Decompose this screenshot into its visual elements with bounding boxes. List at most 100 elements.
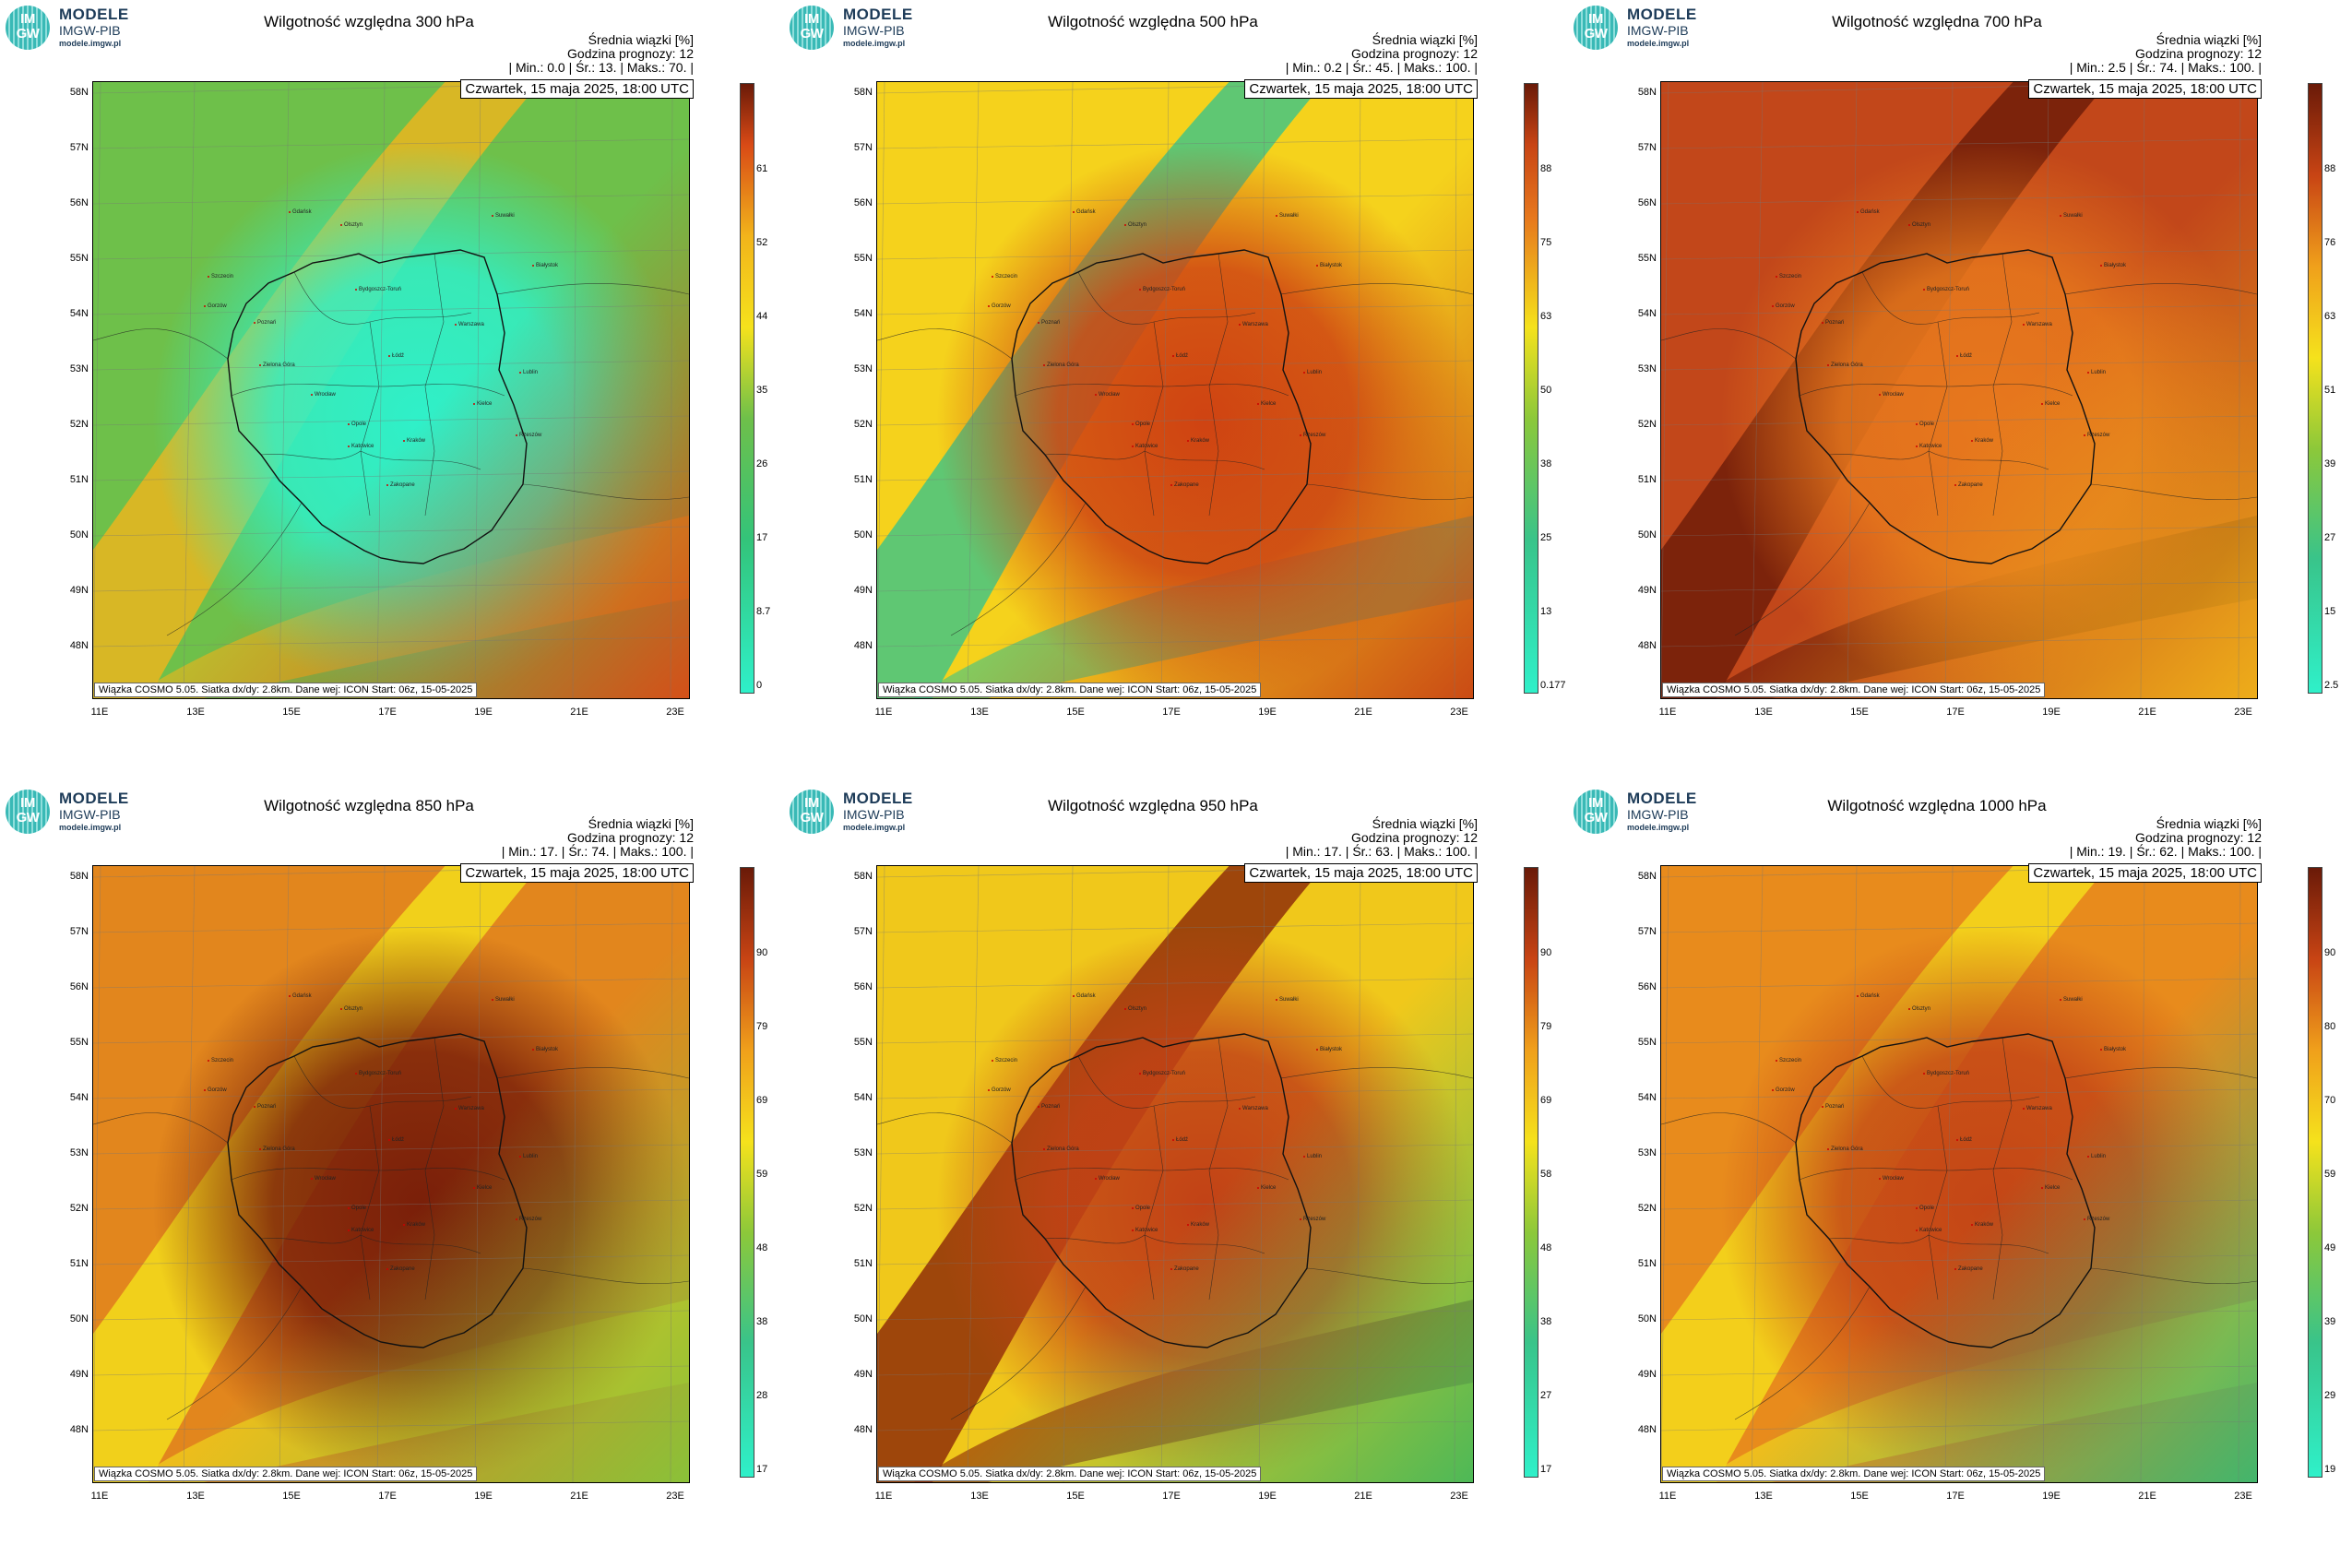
city-label: Łódź xyxy=(387,353,405,359)
city-label: Suwałki xyxy=(1276,213,1299,219)
lat-tick: 52N xyxy=(1637,1203,1657,1214)
lat-tick: 51N xyxy=(69,1258,89,1269)
city-label: Katowice xyxy=(347,444,374,449)
imgw-logo-icon xyxy=(790,790,834,834)
city-label: Katowice xyxy=(1131,1228,1158,1233)
lon-tick: 23E xyxy=(666,1491,684,1502)
city-label: Kraków xyxy=(1186,1222,1210,1228)
imgw-logo: IM GW MODELE IMGW-PIB modele.imgw.pl xyxy=(6,790,153,837)
colorbar-tick: 63 xyxy=(2324,311,2336,322)
lon-tick: 13E xyxy=(186,707,205,718)
city-label: Olsztyn xyxy=(1123,222,1147,228)
poland-border xyxy=(227,249,528,564)
city-label: Lublin xyxy=(2086,370,2107,375)
map-canvas xyxy=(93,866,689,1482)
forecast-date: Czwartek, 15 maja 2025, 18:00 UTC xyxy=(1244,79,1478,99)
city-label: Kielce xyxy=(1256,401,1277,407)
city-label: Katowice xyxy=(1915,1228,1942,1233)
lat-tick: 55N xyxy=(1637,1037,1657,1048)
city-label: Kraków xyxy=(402,438,426,444)
forecast-panel-6: IM GW MODELE IMGW-PIB modele.imgw.pl Wilg… xyxy=(1568,784,2352,1568)
city-label: Białystok xyxy=(531,1047,559,1052)
stat-average-label: Średnia wiązki [%] xyxy=(2156,816,2262,831)
lat-tick: 52N xyxy=(69,419,89,430)
city-label: Olsztyn xyxy=(1907,222,1931,228)
model-footer: Wiązka COSMO 5.05. Siatka dx/dy: 2.8km. … xyxy=(94,1467,478,1481)
lon-tick: 11E xyxy=(874,707,893,718)
colorbar-tick: 26 xyxy=(756,458,768,469)
colorbar-tick: 59 xyxy=(2324,1169,2336,1180)
city-label: Warszawa xyxy=(455,322,484,327)
lat-tick: 55N xyxy=(853,253,873,264)
city-label: Wrocław xyxy=(1879,392,1904,398)
stat-average-label: Średnia wiązki [%] xyxy=(588,816,694,831)
humidity-map: Gdańsk Olsztyn Suwałki Szczecin Białystok Byd… xyxy=(1660,81,2258,699)
colorbar-tick: 19 xyxy=(2324,1464,2336,1475)
logo-letters-bottom: GW xyxy=(800,26,824,42)
model-footer: Wiązka COSMO 5.05. Siatka dx/dy: 2.8km. … xyxy=(878,1467,1262,1481)
lon-tick: 15E xyxy=(282,1491,301,1502)
stat-min-mean-max: | Min.: 2.5 | Śr.: 74. | Maks.: 100. | xyxy=(2069,60,2262,75)
lon-tick: 17E xyxy=(378,707,397,718)
city-label: Bydgoszcz-Toruń xyxy=(354,1071,402,1076)
city-label: Bydgoszcz-Toruń xyxy=(1138,1071,1186,1076)
city-label: Olsztyn xyxy=(1123,1006,1147,1012)
lon-tick: 23E xyxy=(666,707,684,718)
colorbar xyxy=(1524,867,1538,1478)
lon-tick: 15E xyxy=(1850,1491,1869,1502)
lon-tick: 19E xyxy=(474,707,493,718)
colorbar-tick: 13 xyxy=(1540,606,1552,617)
city-label: Rzeszów xyxy=(1299,1217,1326,1222)
region-borders xyxy=(1661,253,2257,636)
stat-min-mean-max: | Min.: 19. | Śr.: 62. | Maks.: 100. | xyxy=(2069,844,2262,859)
city-label: Łódź xyxy=(1171,353,1189,359)
lat-tick: 58N xyxy=(853,87,873,98)
lat-tick: 52N xyxy=(69,1203,89,1214)
model-footer: Wiązka COSMO 5.05. Siatka dx/dy: 2.8km. … xyxy=(878,683,1262,697)
lat-tick: 55N xyxy=(69,1037,89,1048)
city-label: Poznań xyxy=(253,1104,277,1110)
colorbar-tick: 38 xyxy=(1540,1316,1552,1327)
stats-block: Średnia wiązki [%] Godzina prognozy: 12 … xyxy=(508,33,694,75)
city-label: Zakopane xyxy=(386,1266,415,1272)
logo-org: IMGW-PIB xyxy=(843,23,905,38)
imgw-logo-icon xyxy=(6,6,50,50)
logo-url: modele.imgw.pl xyxy=(59,39,122,48)
lat-tick: 53N xyxy=(1637,1147,1657,1158)
lat-tick: 56N xyxy=(1637,197,1657,208)
logo-org: IMGW-PIB xyxy=(843,807,905,822)
lat-tick: 54N xyxy=(1637,308,1657,319)
colorbar-tick: 17 xyxy=(1540,1464,1552,1475)
lon-tick: 21E xyxy=(1354,707,1372,718)
colorbar-tick: 52 xyxy=(756,237,768,248)
city-label: Gorzów xyxy=(988,303,1011,309)
map-canvas xyxy=(93,82,689,698)
city-label: Warszawa xyxy=(2023,1106,2052,1111)
colorbar xyxy=(2308,867,2322,1478)
city-label: Opole xyxy=(347,422,367,427)
lon-tick: 17E xyxy=(1946,1491,1965,1502)
lon-tick: 11E xyxy=(1658,1491,1677,1502)
forecast-panel-3: IM GW MODELE IMGW-PIB modele.imgw.pl Wilg… xyxy=(1568,0,2352,784)
colorbar xyxy=(1524,83,1538,694)
lon-tick: 11E xyxy=(874,1491,893,1502)
stat-min-mean-max: | Min.: 17. | Śr.: 63. | Maks.: 100. | xyxy=(1285,844,1478,859)
city-label: Kraków xyxy=(1970,438,1994,444)
panel-title: Wilgotność względna 700 hPa xyxy=(1832,13,2042,30)
lat-tick: 50N xyxy=(853,1313,873,1324)
stat-average-label: Średnia wiązki [%] xyxy=(588,32,694,47)
stat-forecast-hour: Godzina prognozy: 12 xyxy=(2135,46,2262,61)
imgw-logo-icon xyxy=(1574,6,1618,50)
lat-tick: 56N xyxy=(853,197,873,208)
logo-modele: MODELE xyxy=(59,790,129,807)
city-label: Gorzów xyxy=(1772,303,1795,309)
stat-forecast-hour: Godzina prognozy: 12 xyxy=(567,830,694,845)
lon-tick: 19E xyxy=(2042,707,2061,718)
city-label: Białystok xyxy=(1315,263,1343,268)
colorbar-tick: 88 xyxy=(2324,163,2336,174)
logo-letters-top: IM xyxy=(20,11,35,27)
lat-tick: 58N xyxy=(69,87,89,98)
lat-tick: 55N xyxy=(853,1037,873,1048)
lat-tick: 49N xyxy=(69,585,89,596)
stats-block: Średnia wiązki [%] Godzina prognozy: 12 … xyxy=(1286,33,1478,75)
